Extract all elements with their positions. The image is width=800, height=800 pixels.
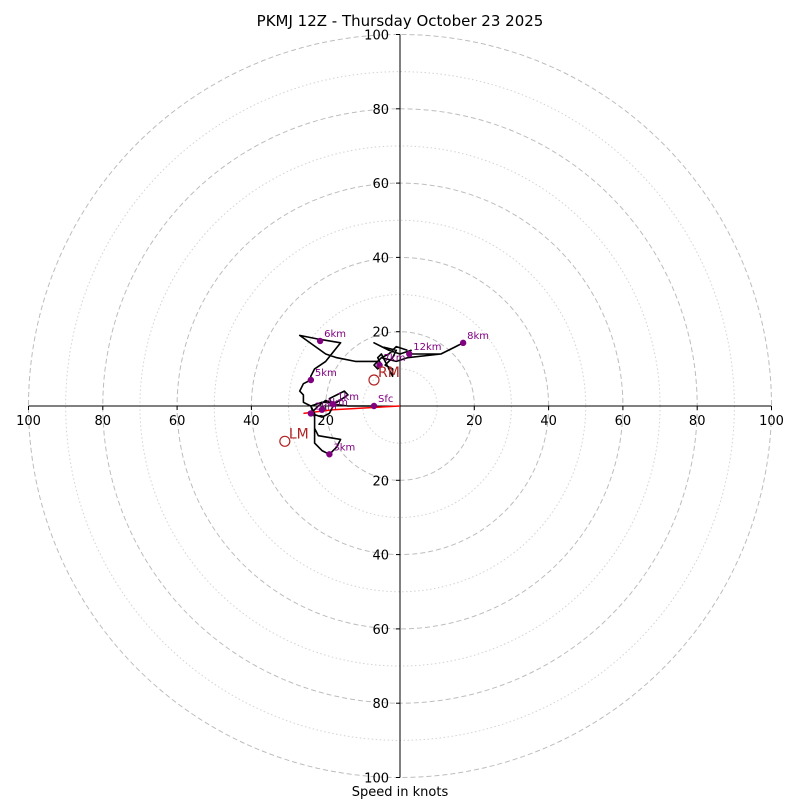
y-tick-label: 100 bbox=[364, 29, 389, 44]
shear-vector bbox=[333, 405, 401, 411]
x-tick-label: 20 bbox=[466, 414, 483, 429]
height-label: 3km bbox=[333, 442, 355, 453]
hodograph-trace-group bbox=[298, 334, 465, 456]
x-tick-label: 80 bbox=[689, 414, 706, 429]
y-tick-label: 20 bbox=[372, 474, 389, 489]
x-tick-label: 60 bbox=[169, 414, 186, 429]
storm-motion-label: LM bbox=[289, 426, 309, 442]
height-label: 6km bbox=[324, 329, 346, 340]
height-point bbox=[406, 350, 413, 358]
x-tick-label: 40 bbox=[243, 414, 260, 429]
y-tick-label: 80 bbox=[372, 697, 389, 712]
storm-motion-label: RM bbox=[378, 365, 400, 381]
height-label: 5km bbox=[315, 368, 337, 379]
height-point bbox=[318, 406, 326, 413]
y-tick-label: 80 bbox=[372, 103, 389, 118]
height-label: 1km bbox=[337, 392, 359, 403]
y-tick-label: 20 bbox=[372, 326, 389, 341]
y-tick-label: 40 bbox=[372, 549, 389, 564]
x-tick-label: 100 bbox=[16, 414, 41, 429]
height-point bbox=[459, 339, 467, 347]
storm-motion-markers: RM LM bbox=[279, 365, 400, 447]
height-point bbox=[307, 410, 315, 417]
storm-motion-marker bbox=[368, 374, 380, 386]
hodograph-trace bbox=[298, 334, 465, 456]
x-tick-label: 40 bbox=[540, 414, 557, 429]
storm-motion-marker bbox=[279, 435, 291, 447]
height-point bbox=[326, 451, 333, 458]
chart-title: PKMJ 12Z - Thursday October 23 2025 bbox=[257, 12, 544, 30]
y-tick-label: 100 bbox=[364, 772, 389, 787]
height-label: 8km bbox=[467, 331, 489, 342]
axes: 100 80 60 40 20 20 40 60 80 100100806040202040608… bbox=[16, 29, 784, 787]
y-tick-label: 60 bbox=[372, 177, 389, 192]
y-tick-label: 60 bbox=[372, 623, 389, 638]
height-label: 12km bbox=[413, 342, 441, 353]
y-tick-label: 40 bbox=[372, 251, 389, 266]
height-label: 4km bbox=[326, 398, 348, 409]
height-label: Sfc bbox=[378, 394, 393, 405]
height-point bbox=[370, 402, 378, 410]
x-tick-label: 60 bbox=[615, 414, 632, 429]
x-axis-title: Speed in knots bbox=[352, 785, 449, 800]
x-tick-label: 80 bbox=[95, 414, 112, 429]
height-label: 7km bbox=[384, 353, 406, 364]
height-point bbox=[376, 361, 383, 369]
height-point bbox=[316, 337, 324, 345]
height-point bbox=[329, 400, 337, 408]
height-label: 2km bbox=[315, 401, 337, 412]
height-point bbox=[307, 376, 315, 384]
x-tick-label: 100 bbox=[759, 414, 784, 429]
